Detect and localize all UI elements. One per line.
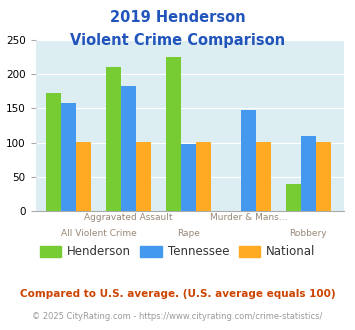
Bar [61,103,76,211]
Text: Compared to U.S. average. (U.S. average equals 100): Compared to U.S. average. (U.S. average … [20,289,335,299]
Bar [286,184,301,211]
Text: Aggravated Assault: Aggravated Assault [84,213,173,222]
Bar [316,142,331,211]
Text: 2019 Henderson: 2019 Henderson [110,10,245,25]
Legend: Henderson, Tennessee, National: Henderson, Tennessee, National [35,241,320,263]
Text: Rape: Rape [177,229,200,238]
Bar [181,144,196,211]
Bar [136,142,151,211]
Text: Robbery: Robbery [290,229,327,238]
Bar [241,110,256,211]
Bar [256,142,271,211]
Bar [196,142,211,211]
Bar [106,67,121,211]
Text: Murder & Mans...: Murder & Mans... [210,213,287,222]
Bar [121,85,136,211]
Bar [166,57,181,211]
Bar [76,142,91,211]
Bar [301,136,316,211]
Text: © 2025 CityRating.com - https://www.cityrating.com/crime-statistics/: © 2025 CityRating.com - https://www.city… [32,312,323,321]
Text: Violent Crime Comparison: Violent Crime Comparison [70,33,285,48]
Bar [46,93,61,211]
Text: All Violent Crime: All Violent Crime [61,229,136,238]
